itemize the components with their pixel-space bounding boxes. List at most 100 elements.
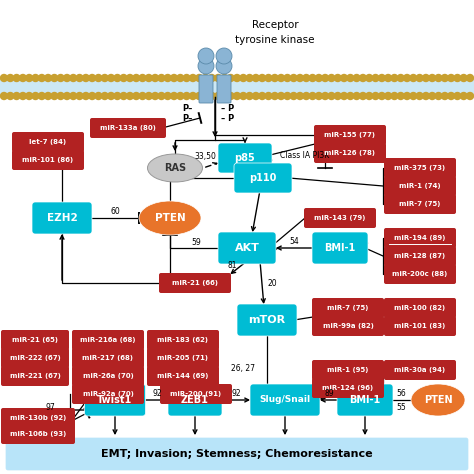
Text: miR-30a (94): miR-30a (94)	[394, 367, 446, 373]
Circle shape	[177, 92, 184, 100]
Circle shape	[347, 92, 354, 100]
FancyBboxPatch shape	[1, 366, 69, 386]
FancyBboxPatch shape	[72, 330, 144, 350]
Circle shape	[428, 92, 436, 100]
Text: – P: – P	[221, 113, 235, 122]
Circle shape	[366, 92, 373, 100]
Text: miR-101 (83): miR-101 (83)	[394, 323, 446, 329]
Text: miR-101 (86): miR-101 (86)	[22, 157, 73, 163]
Circle shape	[76, 92, 83, 100]
FancyBboxPatch shape	[72, 348, 144, 368]
Circle shape	[278, 92, 284, 100]
Ellipse shape	[411, 384, 465, 416]
Circle shape	[0, 74, 8, 82]
Circle shape	[290, 92, 297, 100]
Circle shape	[309, 74, 316, 82]
FancyBboxPatch shape	[384, 316, 456, 336]
Circle shape	[221, 74, 228, 82]
Circle shape	[57, 92, 64, 100]
Text: P–: P–	[182, 113, 192, 122]
Circle shape	[340, 74, 347, 82]
FancyBboxPatch shape	[72, 366, 144, 386]
Text: PTEN: PTEN	[424, 395, 452, 405]
Text: miR-99a (82): miR-99a (82)	[323, 323, 374, 329]
FancyBboxPatch shape	[147, 366, 219, 386]
Circle shape	[441, 92, 448, 100]
Circle shape	[328, 74, 335, 82]
Circle shape	[7, 74, 14, 82]
Circle shape	[0, 92, 8, 100]
Text: let-7 (84): let-7 (84)	[29, 139, 66, 145]
Circle shape	[284, 92, 291, 100]
Circle shape	[101, 92, 108, 100]
Text: BMI-1: BMI-1	[324, 243, 356, 253]
Circle shape	[171, 74, 178, 82]
Circle shape	[271, 92, 278, 100]
Circle shape	[208, 74, 215, 82]
Text: p85: p85	[235, 153, 255, 163]
Circle shape	[139, 92, 146, 100]
Circle shape	[51, 74, 58, 82]
Circle shape	[334, 92, 341, 100]
Text: miR-1 (74): miR-1 (74)	[399, 183, 441, 189]
FancyBboxPatch shape	[6, 438, 468, 470]
Circle shape	[422, 74, 429, 82]
Circle shape	[164, 92, 171, 100]
Ellipse shape	[139, 201, 201, 235]
Circle shape	[158, 74, 165, 82]
Circle shape	[146, 92, 152, 100]
Text: P–: P–	[182, 103, 192, 112]
Circle shape	[460, 74, 467, 82]
Text: miR-144 (69): miR-144 (69)	[157, 373, 209, 379]
Circle shape	[215, 74, 222, 82]
Circle shape	[208, 92, 215, 100]
Circle shape	[378, 92, 385, 100]
FancyBboxPatch shape	[168, 384, 222, 416]
FancyBboxPatch shape	[1, 408, 75, 428]
Circle shape	[19, 74, 27, 82]
FancyBboxPatch shape	[72, 384, 144, 404]
Text: miR-222 (67): miR-222 (67)	[9, 355, 60, 361]
FancyBboxPatch shape	[147, 348, 219, 368]
Text: 59: 59	[191, 237, 201, 246]
FancyBboxPatch shape	[304, 208, 376, 228]
Circle shape	[271, 74, 278, 82]
Text: Class IA PI3K: Class IA PI3K	[281, 151, 329, 159]
Text: miR-21 (65): miR-21 (65)	[12, 337, 58, 343]
Circle shape	[290, 74, 297, 82]
Circle shape	[334, 74, 341, 82]
Circle shape	[171, 92, 178, 100]
Circle shape	[278, 74, 284, 82]
Text: miR-375 (73): miR-375 (73)	[394, 165, 446, 171]
FancyBboxPatch shape	[90, 118, 166, 138]
Circle shape	[227, 92, 234, 100]
Text: miR-26a (70): miR-26a (70)	[82, 373, 133, 379]
Circle shape	[202, 92, 209, 100]
Circle shape	[466, 92, 474, 100]
Circle shape	[403, 92, 410, 100]
Circle shape	[32, 92, 39, 100]
Text: p110: p110	[249, 173, 277, 183]
Circle shape	[152, 92, 159, 100]
FancyBboxPatch shape	[312, 298, 384, 318]
Text: 55: 55	[396, 402, 406, 411]
Circle shape	[422, 92, 429, 100]
Circle shape	[101, 74, 108, 82]
Circle shape	[234, 74, 240, 82]
FancyBboxPatch shape	[84, 384, 146, 416]
Circle shape	[108, 92, 115, 100]
FancyBboxPatch shape	[218, 232, 276, 264]
Text: miR-200c (88): miR-200c (88)	[392, 271, 447, 277]
Circle shape	[265, 74, 272, 82]
FancyBboxPatch shape	[250, 384, 320, 416]
Circle shape	[152, 74, 159, 82]
Circle shape	[114, 74, 121, 82]
Text: miR-200 (91): miR-200 (91)	[171, 391, 221, 397]
FancyBboxPatch shape	[1, 424, 75, 444]
Circle shape	[252, 92, 259, 100]
Circle shape	[38, 92, 46, 100]
Circle shape	[447, 74, 455, 82]
Circle shape	[108, 74, 115, 82]
Circle shape	[246, 92, 253, 100]
Text: – P: – P	[221, 103, 235, 112]
